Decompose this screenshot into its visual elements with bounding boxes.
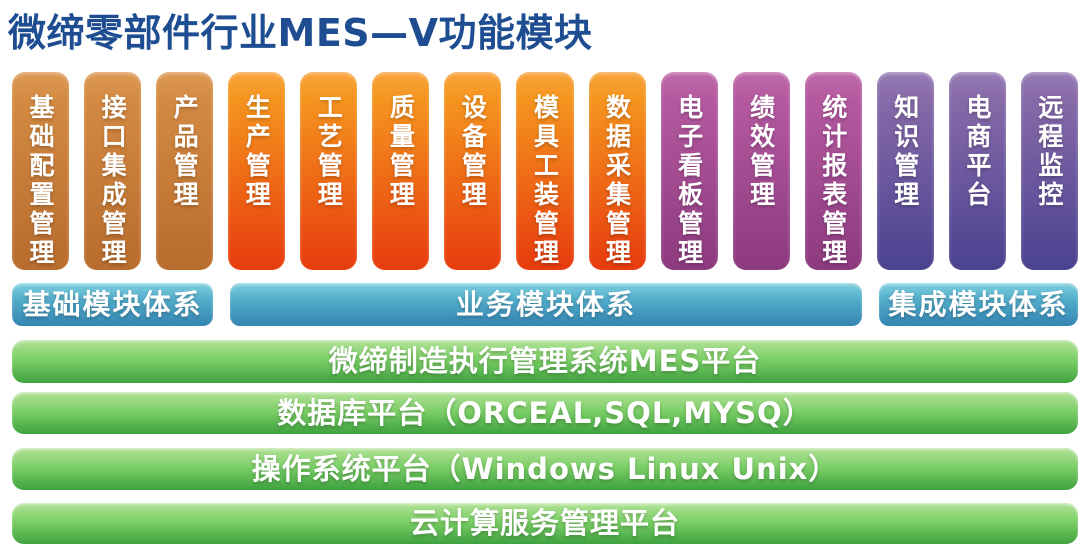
module-pillar-knowledge: 知识管理 — [876, 72, 934, 270]
module-pillar-interface-integration: 接口集成管理 — [84, 72, 142, 270]
module-pillar-label: 接口集成管理 — [98, 94, 128, 268]
platform-bar-database: 数据库平台（ORCEAL,SQL,MYSQ） — [12, 392, 1078, 434]
module-pillar-remote-monitoring: 远程监控 — [1020, 72, 1078, 270]
module-pillar-label: 质量管理 — [386, 94, 416, 210]
module-pillar-label: 生产管理 — [242, 94, 272, 210]
module-pillar-label: 远程监控 — [1034, 94, 1064, 210]
module-pillar-label: 工艺管理 — [314, 94, 344, 210]
module-pillar-label: 产品管理 — [170, 94, 200, 210]
module-pillar-data-collection: 数据采集管理 — [588, 72, 646, 270]
module-pillar-production: 生产管理 — [228, 72, 286, 270]
platform-bar-cloud-computing: 云计算服务管理平台 — [12, 503, 1078, 544]
module-pillar-e-kanban: 电子看板管理 — [660, 72, 718, 270]
module-pillar-quality: 质量管理 — [372, 72, 430, 270]
module-pillar-product: 产品管理 — [156, 72, 214, 270]
module-pillar-label: 数据采集管理 — [602, 94, 632, 268]
module-pillar-label: 绩效管理 — [746, 94, 776, 210]
module-pillar-label: 统计报表管理 — [818, 94, 848, 268]
module-pillar-label: 电商平台 — [962, 94, 992, 210]
platform-bar-mes: 微缔制造执行管理系统MES平台 — [12, 340, 1078, 383]
tier-bar-basic-module-system: 基础模块体系 — [12, 283, 213, 326]
module-pillar-performance: 绩效管理 — [732, 72, 790, 270]
module-pillar-row: 基础配置管理 接口集成管理 产品管理 生产管理 工艺管理 质量管理 设备管理 模… — [12, 72, 1078, 270]
module-pillar-mold-tooling: 模具工装管理 — [516, 72, 574, 270]
tier-bar-integration-module-system: 集成模块体系 — [879, 283, 1078, 326]
module-pillar-equipment: 设备管理 — [444, 72, 502, 270]
module-pillar-statistical-report: 统计报表管理 — [804, 72, 862, 270]
module-pillar-label: 知识管理 — [890, 94, 920, 210]
platform-bar-operating-system: 操作系统平台（Windows Linux Unix） — [12, 448, 1078, 490]
module-pillar-label: 设备管理 — [458, 94, 488, 210]
module-pillar-process: 工艺管理 — [300, 72, 358, 270]
module-pillar-label: 模具工装管理 — [530, 94, 560, 268]
module-pillar-label: 电子看板管理 — [674, 94, 704, 268]
module-pillar-label: 基础配置管理 — [26, 94, 56, 268]
tier-bar-business-module-system: 业务模块体系 — [230, 283, 862, 326]
page-title: 微缔零部件行业MES—V功能模块 — [8, 11, 593, 55]
module-pillar-ecommerce: 电商平台 — [948, 72, 1006, 270]
module-pillar-basic-configuration: 基础配置管理 — [12, 72, 70, 270]
